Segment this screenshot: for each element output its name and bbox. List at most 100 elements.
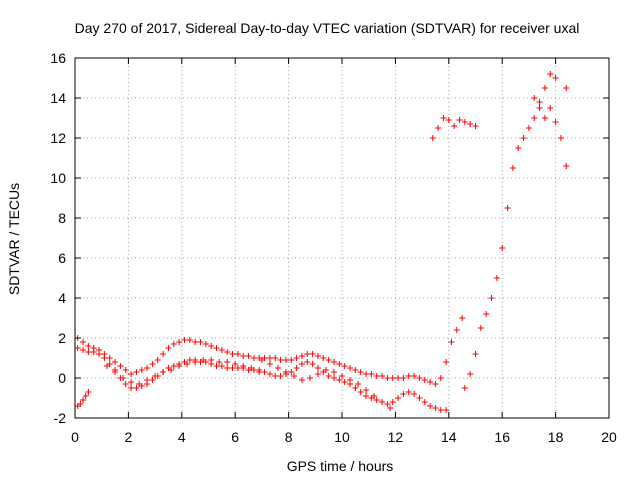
- data-point: [186, 337, 193, 343]
- data-point: [336, 361, 343, 367]
- data-point: [298, 361, 305, 367]
- y-tick-label: 8: [58, 210, 66, 226]
- data-point: [400, 391, 407, 397]
- data-point: [411, 373, 418, 379]
- data-point: [451, 123, 458, 129]
- data-point: [304, 359, 311, 365]
- data-point: [379, 373, 386, 379]
- data-point: [432, 381, 439, 387]
- data-point: [250, 355, 257, 361]
- data-point: [152, 373, 159, 379]
- data-point: [483, 311, 490, 317]
- data-point: [325, 357, 332, 363]
- data-point: [355, 381, 362, 387]
- data-point: [363, 387, 370, 393]
- data-point: [421, 377, 428, 383]
- y-tick-label: 16: [50, 50, 66, 66]
- x-axis-label: GPS time / hours: [287, 458, 394, 474]
- data-point: [200, 357, 207, 363]
- data-point: [229, 351, 236, 357]
- data-point: [330, 369, 337, 375]
- data-point: [395, 375, 402, 381]
- data-point: [373, 397, 380, 403]
- x-tick-label: 0: [71, 429, 79, 445]
- data-point: [192, 359, 199, 365]
- y-tick-label: 6: [58, 250, 66, 266]
- data-point: [429, 135, 436, 141]
- data-point: [461, 385, 468, 391]
- series-uxal-sat-a: [74, 315, 466, 387]
- data-point: [421, 399, 428, 405]
- data-point: [531, 95, 538, 101]
- data-point: [218, 347, 225, 353]
- data-point: [144, 365, 151, 371]
- data-point: [389, 399, 396, 405]
- data-point: [101, 355, 108, 361]
- data-point: [515, 145, 522, 151]
- data-point: [224, 365, 231, 371]
- data-point: [122, 367, 129, 373]
- data-point: [277, 373, 284, 379]
- data-point: [309, 361, 316, 367]
- data-point: [234, 351, 241, 357]
- data-point: [240, 363, 247, 369]
- data-point: [232, 361, 239, 367]
- data-point: [176, 339, 183, 345]
- data-point: [309, 351, 316, 357]
- data-point: [80, 339, 87, 345]
- data-point: [282, 357, 289, 363]
- data-point: [133, 369, 140, 375]
- data-point: [552, 119, 559, 125]
- data-point: [448, 339, 455, 345]
- data-point: [224, 349, 231, 355]
- grid-layer: [75, 58, 609, 418]
- data-point: [77, 401, 84, 407]
- data-point: [136, 381, 143, 387]
- data-point: [547, 105, 554, 111]
- data-point: [293, 355, 300, 361]
- data-point: [120, 375, 127, 381]
- data-point: [563, 85, 570, 91]
- data-point: [202, 341, 209, 347]
- data-point: [128, 385, 135, 391]
- data-point: [368, 371, 375, 377]
- data-point: [197, 339, 204, 345]
- data-point: [320, 355, 327, 361]
- data-point: [96, 351, 103, 357]
- data-point: [437, 375, 444, 381]
- data-point: [547, 71, 554, 77]
- data-point: [373, 373, 380, 379]
- data-point: [339, 373, 345, 379]
- data-point: [149, 361, 156, 367]
- data-point: [224, 359, 231, 365]
- data-point: [363, 393, 370, 399]
- data-point: [128, 371, 135, 377]
- data-point: [525, 125, 532, 131]
- data-point: [248, 365, 255, 371]
- data-point: [357, 369, 364, 375]
- data-point: [322, 367, 329, 373]
- data-point: [314, 353, 321, 359]
- data-point: [427, 379, 434, 385]
- data-point: [85, 343, 92, 349]
- data-point: [82, 393, 89, 399]
- data-point: [80, 397, 87, 403]
- x-tick-label: 12: [388, 429, 404, 445]
- data-point: [432, 405, 439, 411]
- data-point: [557, 135, 564, 141]
- data-point: [443, 407, 450, 413]
- x-tick-label: 8: [285, 429, 293, 445]
- data-point: [282, 369, 289, 375]
- data-point: [218, 363, 225, 369]
- data-point: [181, 337, 188, 343]
- data-point: [416, 375, 423, 381]
- data-point: [440, 115, 447, 121]
- data-point: [536, 99, 543, 105]
- y-axis-label: SDTVAR / TECUs: [6, 183, 22, 295]
- data-point: [117, 363, 124, 369]
- data-point: [106, 355, 113, 361]
- data-point: [341, 363, 348, 369]
- data-point: [74, 345, 81, 351]
- data-point: [256, 367, 263, 373]
